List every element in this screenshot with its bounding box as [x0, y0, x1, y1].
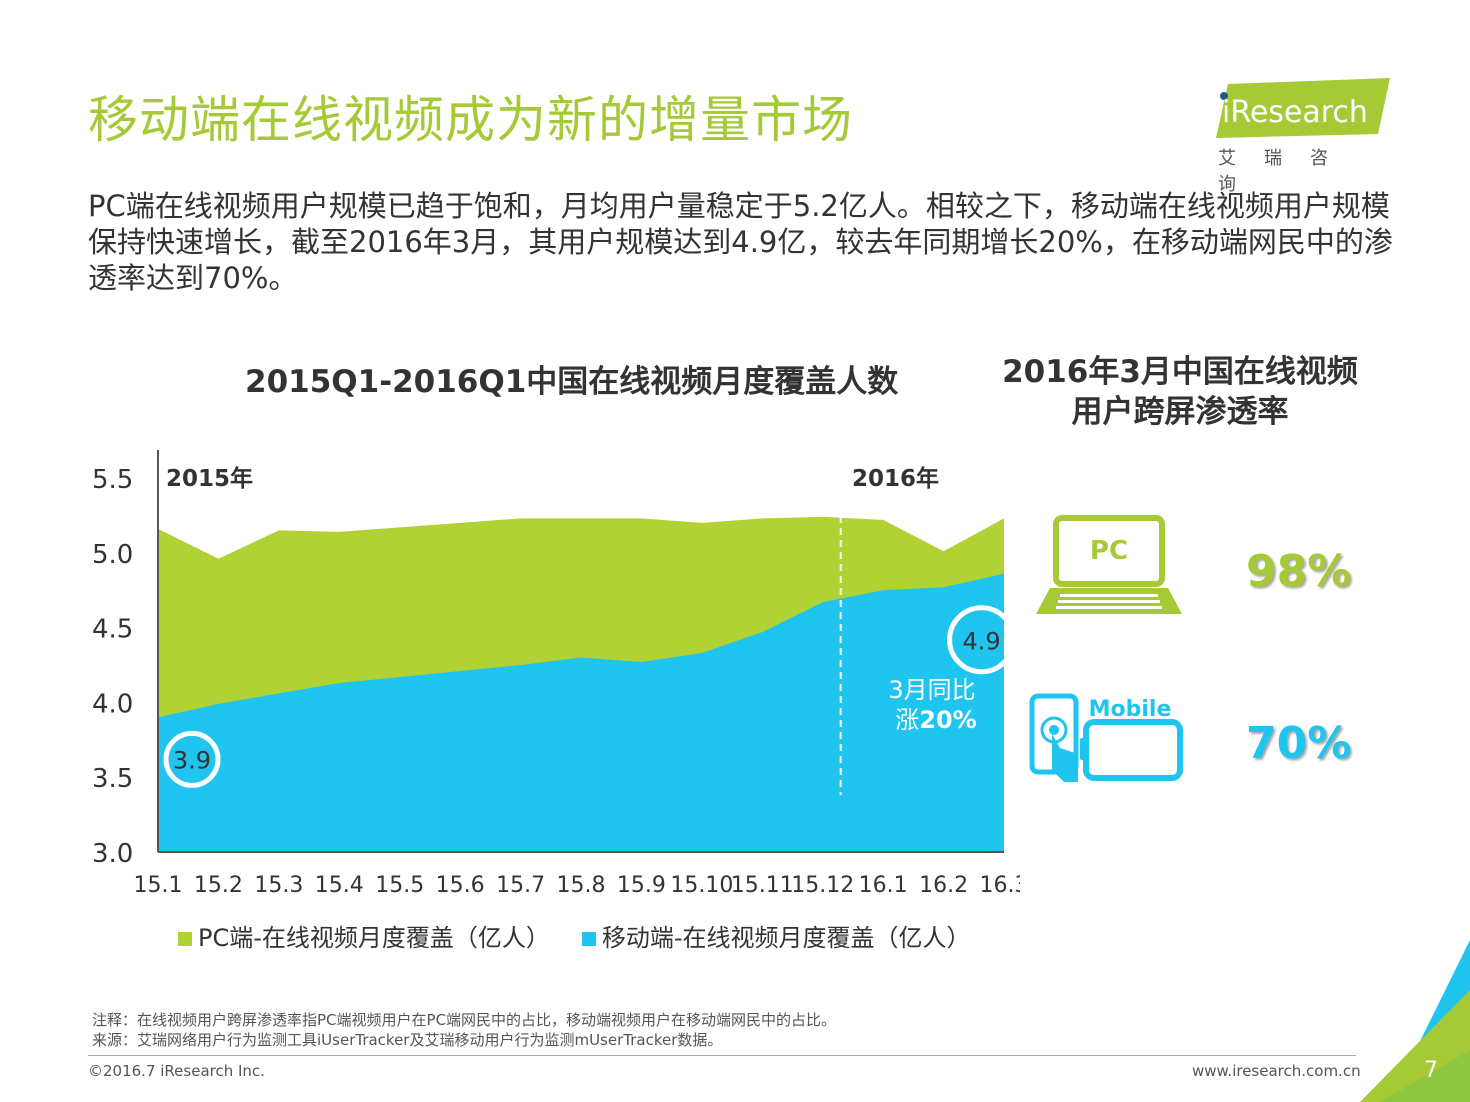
x-tick-label: 15.9 [617, 873, 666, 898]
growth-annotation-line2: 涨20% [895, 706, 976, 734]
corner-decoration [1360, 940, 1470, 1102]
x-tick-label: 15.4 [315, 873, 364, 898]
growth-prefix: 涨 [895, 706, 919, 734]
penetration-title-line2: 用户跨屏渗透率 [1071, 394, 1289, 430]
copyright: ©2016.7 iResearch Inc. [88, 1062, 265, 1080]
penetration-title: 2016年3月中国在线视频 用户跨屏渗透率 [990, 352, 1370, 432]
logo-subtitle: 艾瑞咨询 [1218, 148, 1356, 195]
mobile-devices-icon: Mobile [1029, 693, 1183, 782]
callout-end-value: 4.9 [962, 628, 1000, 656]
website-link[interactable]: www.iresearch.com.cn [1192, 1062, 1361, 1080]
legend-item-pc: PC端-在线视频月度覆盖（亿人） [178, 918, 550, 953]
x-tick-label: 15.10 [670, 873, 733, 898]
note-text: 注释：在线视频用户跨屏渗透率指PC端视频用户在PC端网民中的占比，移动端视频用户… [92, 1011, 837, 1029]
logo-graphic: iResearch [1216, 78, 1390, 138]
iresearch-logo: iResearch 艾瑞咨询 [1210, 78, 1400, 195]
x-tick-label: 15.11 [731, 873, 794, 898]
pc-penetration-value: 98% [1246, 546, 1352, 597]
page-title: 移动端在线视频成为新的增量市场 [88, 91, 853, 149]
growth-value: 20% [919, 706, 976, 734]
y-tick-label: 3.0 [92, 839, 133, 869]
logo-brand: iResearch [1222, 95, 1368, 130]
footer-divider [88, 1055, 1356, 1056]
callout-end-circle [947, 605, 1017, 675]
x-tick-label: 15.2 [194, 873, 243, 898]
notes: 注释：在线视频用户跨屏渗透率指PC端视频用户在PC端网民中的占比，移动端视频用户… [92, 1010, 836, 1050]
x-tick-label: 15.5 [375, 873, 424, 898]
y-tick-label: 3.5 [92, 764, 133, 794]
source-text: 来源：艾瑞网络用户行为监测工具iUserTracker及艾瑞移动用户行为监测mU… [92, 1031, 723, 1049]
growth-annotation-line1: 3月同比 [888, 676, 975, 704]
x-tick-label: 15.6 [436, 873, 485, 898]
x-tick-label: 16.1 [859, 873, 908, 898]
x-tick-label: 15.7 [496, 873, 545, 898]
description-text: PC端在线视频用户规模已趋于饱和，月均用户量稳定于5.2亿人。相较之下，移动端在… [88, 189, 1393, 295]
callout-start-circle [163, 730, 221, 788]
x-tick-label: 15.3 [254, 873, 303, 898]
chart-legend: PC端-在线视频月度覆盖（亿人） 移动端-在线视频月度覆盖（亿人） [178, 918, 971, 953]
y-tick-label: 5.5 [92, 465, 133, 495]
chart-title: 2015Q1-2016Q1中国在线视频月度覆盖人数 [245, 364, 899, 400]
x-tick-label: 15.12 [791, 873, 854, 898]
y-tick-label: 4.0 [92, 689, 133, 719]
area-chart: 3.0 3.5 4.0 4.5 5.0 5.5 15.1 15.2 15.3 15.4 15.5 15… [92, 450, 1020, 898]
mobile-device-label: Mobile [1089, 697, 1172, 722]
penetration-title-line1: 2016年3月中国在线视频 [1002, 354, 1358, 390]
callout-start-value: 3.9 [173, 746, 211, 774]
legend-swatch-pc [178, 932, 192, 946]
laptop-icon: PC [1036, 515, 1182, 614]
legend-item-mobile: 移动端-在线视频月度覆盖（亿人） [581, 918, 971, 953]
x-tick-label: 15.1 [134, 873, 183, 898]
year-label-2016: 2016年 [852, 465, 939, 492]
x-tick-label: 16.2 [919, 873, 968, 898]
page-number: 7 [1424, 1058, 1438, 1083]
legend-swatch-mobile [581, 932, 596, 946]
legend-label-pc: PC端-在线视频月度覆盖（亿人） [198, 924, 550, 952]
y-tick-label: 4.5 [92, 615, 133, 645]
pc-device-label: PC [1090, 536, 1128, 566]
mobile-area-series [158, 573, 1004, 852]
year-label-2015: 2015年 [166, 465, 253, 492]
legend-label-mobile: 移动端-在线视频月度覆盖（亿人） [601, 924, 971, 952]
y-tick-label: 5.0 [92, 540, 133, 570]
mobile-penetration-value: 70% [1246, 718, 1352, 769]
x-tick-label: 16.3 [980, 873, 1020, 898]
x-tick-label: 15.8 [557, 873, 606, 898]
